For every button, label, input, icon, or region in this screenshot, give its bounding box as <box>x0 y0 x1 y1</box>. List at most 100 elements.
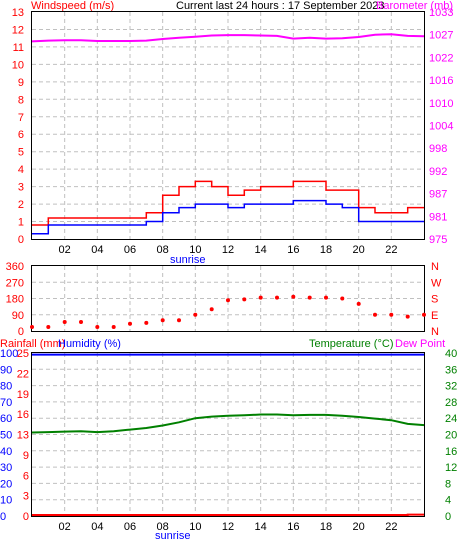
dewpoint-label: Dew Point <box>395 338 445 350</box>
hour-tick-label: 20 <box>353 244 365 256</box>
direction-point <box>389 312 394 317</box>
direction-point <box>209 307 214 312</box>
windspeed-header: Windspeed (m/s) <box>31 0 114 12</box>
windspeed-tick-label: 10 <box>12 59 24 71</box>
barometer-tick-label: 981 <box>429 211 447 223</box>
direction-tick-label: 270 <box>6 277 24 289</box>
hour-tick-label: 12 <box>222 244 234 256</box>
direction-point <box>422 312 426 317</box>
windspeed-tick-label: 13 <box>12 7 24 19</box>
temperature-label: Temperature (°C) <box>309 338 393 350</box>
direction-point <box>144 320 149 325</box>
windspeed-tick-label: 9 <box>18 77 24 89</box>
wind-line <box>32 199 424 235</box>
direction-point <box>79 320 83 324</box>
hour-tick-label: 18 <box>320 521 332 533</box>
rainfall-tick-label: 22 <box>17 368 29 380</box>
direction-point <box>307 295 312 300</box>
compass-tick-label: E <box>431 310 438 322</box>
humidity-tick-label: 40 <box>0 446 12 458</box>
temperature-tick-label: 20 <box>445 430 457 442</box>
hour-tick-label: 18 <box>320 244 332 256</box>
direction-point <box>128 321 132 326</box>
temperature-tick-label: 16 <box>445 446 457 458</box>
hour-tick-label: 08 <box>157 244 169 256</box>
direction-point <box>177 318 181 323</box>
compass-tick-label: N <box>431 261 439 273</box>
direction-point <box>242 297 247 302</box>
hour-tick-label: 04 <box>91 244 103 256</box>
barometer-line <box>31 33 425 43</box>
humidity-tick-label: 70 <box>0 397 12 409</box>
compass-tick-label: W <box>431 277 442 289</box>
direction-tick-label: 360 <box>6 261 24 273</box>
hour-tick-label: 20 <box>353 521 365 533</box>
gust-series <box>32 180 424 226</box>
humidity-tick-label: 80 <box>0 381 12 393</box>
sunrise-label-bottom: sunrise <box>155 530 190 542</box>
direction-point <box>62 320 67 324</box>
hour-tick-label: 16 <box>287 244 299 256</box>
barometer-y-ticks: 975 981 987 992 998 1004 1010 1016 1022 1027 1033 <box>429 7 453 246</box>
temperature-tick-label: 12 <box>445 462 457 474</box>
sunrise-label-top: sunrise <box>170 254 205 266</box>
gust-line <box>32 180 424 226</box>
barometer-tick-label: 992 <box>429 166 447 178</box>
temperature-line <box>31 413 425 434</box>
windspeed-tick-label: 8 <box>18 94 24 106</box>
hour-tick-label: 10 <box>189 521 201 533</box>
direction-point <box>46 325 51 329</box>
windspeed-tick-label: 0 <box>18 234 24 246</box>
hour-tick-label: 14 <box>255 521 267 533</box>
humidity-tick-label: 60 <box>0 413 12 425</box>
windspeed-tick-label: 3 <box>18 182 24 194</box>
temperature-series <box>31 413 425 434</box>
rainfall-tick-label: 0 <box>23 511 29 523</box>
rainfall-tick-label: 25 <box>17 348 29 360</box>
hour-tick-label: 22 <box>385 244 397 256</box>
rainfall-label: Rainfall (mm) <box>0 338 65 350</box>
hour-tick-label: 14 <box>255 244 267 256</box>
temperature-tick-label: 8 <box>445 478 451 490</box>
rainfall-tick-label: 16 <box>17 409 29 421</box>
temperature-tick-label: 28 <box>445 397 457 409</box>
direction-point <box>291 294 296 299</box>
temperature-tick-label: 0 <box>445 511 451 523</box>
direction-series <box>30 294 426 329</box>
direction-point <box>356 301 361 306</box>
hour-tick-label: 08 <box>157 521 169 533</box>
temperature-tick-label: 36 <box>445 364 457 376</box>
compass-tick-label: S <box>431 294 438 306</box>
direction-point <box>111 325 116 329</box>
humidity-tick-label: 10 <box>0 495 12 507</box>
temp-panel-grid <box>32 353 424 516</box>
windspeed-tick-label: 12 <box>12 24 24 36</box>
temperature-tick-label: 24 <box>445 413 457 425</box>
hour-tick-label: 12 <box>222 521 234 533</box>
temperature-tick-label: 32 <box>445 381 457 393</box>
hour-tick-label: 02 <box>59 521 71 533</box>
direction-point <box>373 312 377 317</box>
humidity-tick-label: 20 <box>0 478 12 490</box>
windspeed-tick-label: 2 <box>18 199 24 211</box>
direction-tick-label: 0 <box>18 326 24 338</box>
compass-tick-label: N <box>431 326 439 338</box>
wind-x-ticks: 02 04 06 08 10 12 14 16 18 20 22 <box>59 244 398 256</box>
humidity-tick-label: 50 <box>0 430 12 442</box>
barometer-tick-label: 1027 <box>429 30 453 42</box>
humidity-label: Humidity (%) <box>58 338 121 350</box>
direction-point <box>95 325 100 329</box>
hour-tick-label: 06 <box>124 244 136 256</box>
temp-x-ticks: 02 04 06 08 10 12 14 16 18 20 22 <box>59 521 398 533</box>
barometer-tick-label: 1010 <box>429 98 453 110</box>
hour-tick-label: 06 <box>124 521 136 533</box>
direction-point <box>405 314 410 319</box>
direction-point <box>226 298 230 303</box>
barometer-header: Barometer (mb) <box>376 0 453 12</box>
barometer-tick-label: 1033 <box>429 7 453 19</box>
windspeed-tick-label: 5 <box>18 147 24 159</box>
barometer-series <box>31 33 425 43</box>
